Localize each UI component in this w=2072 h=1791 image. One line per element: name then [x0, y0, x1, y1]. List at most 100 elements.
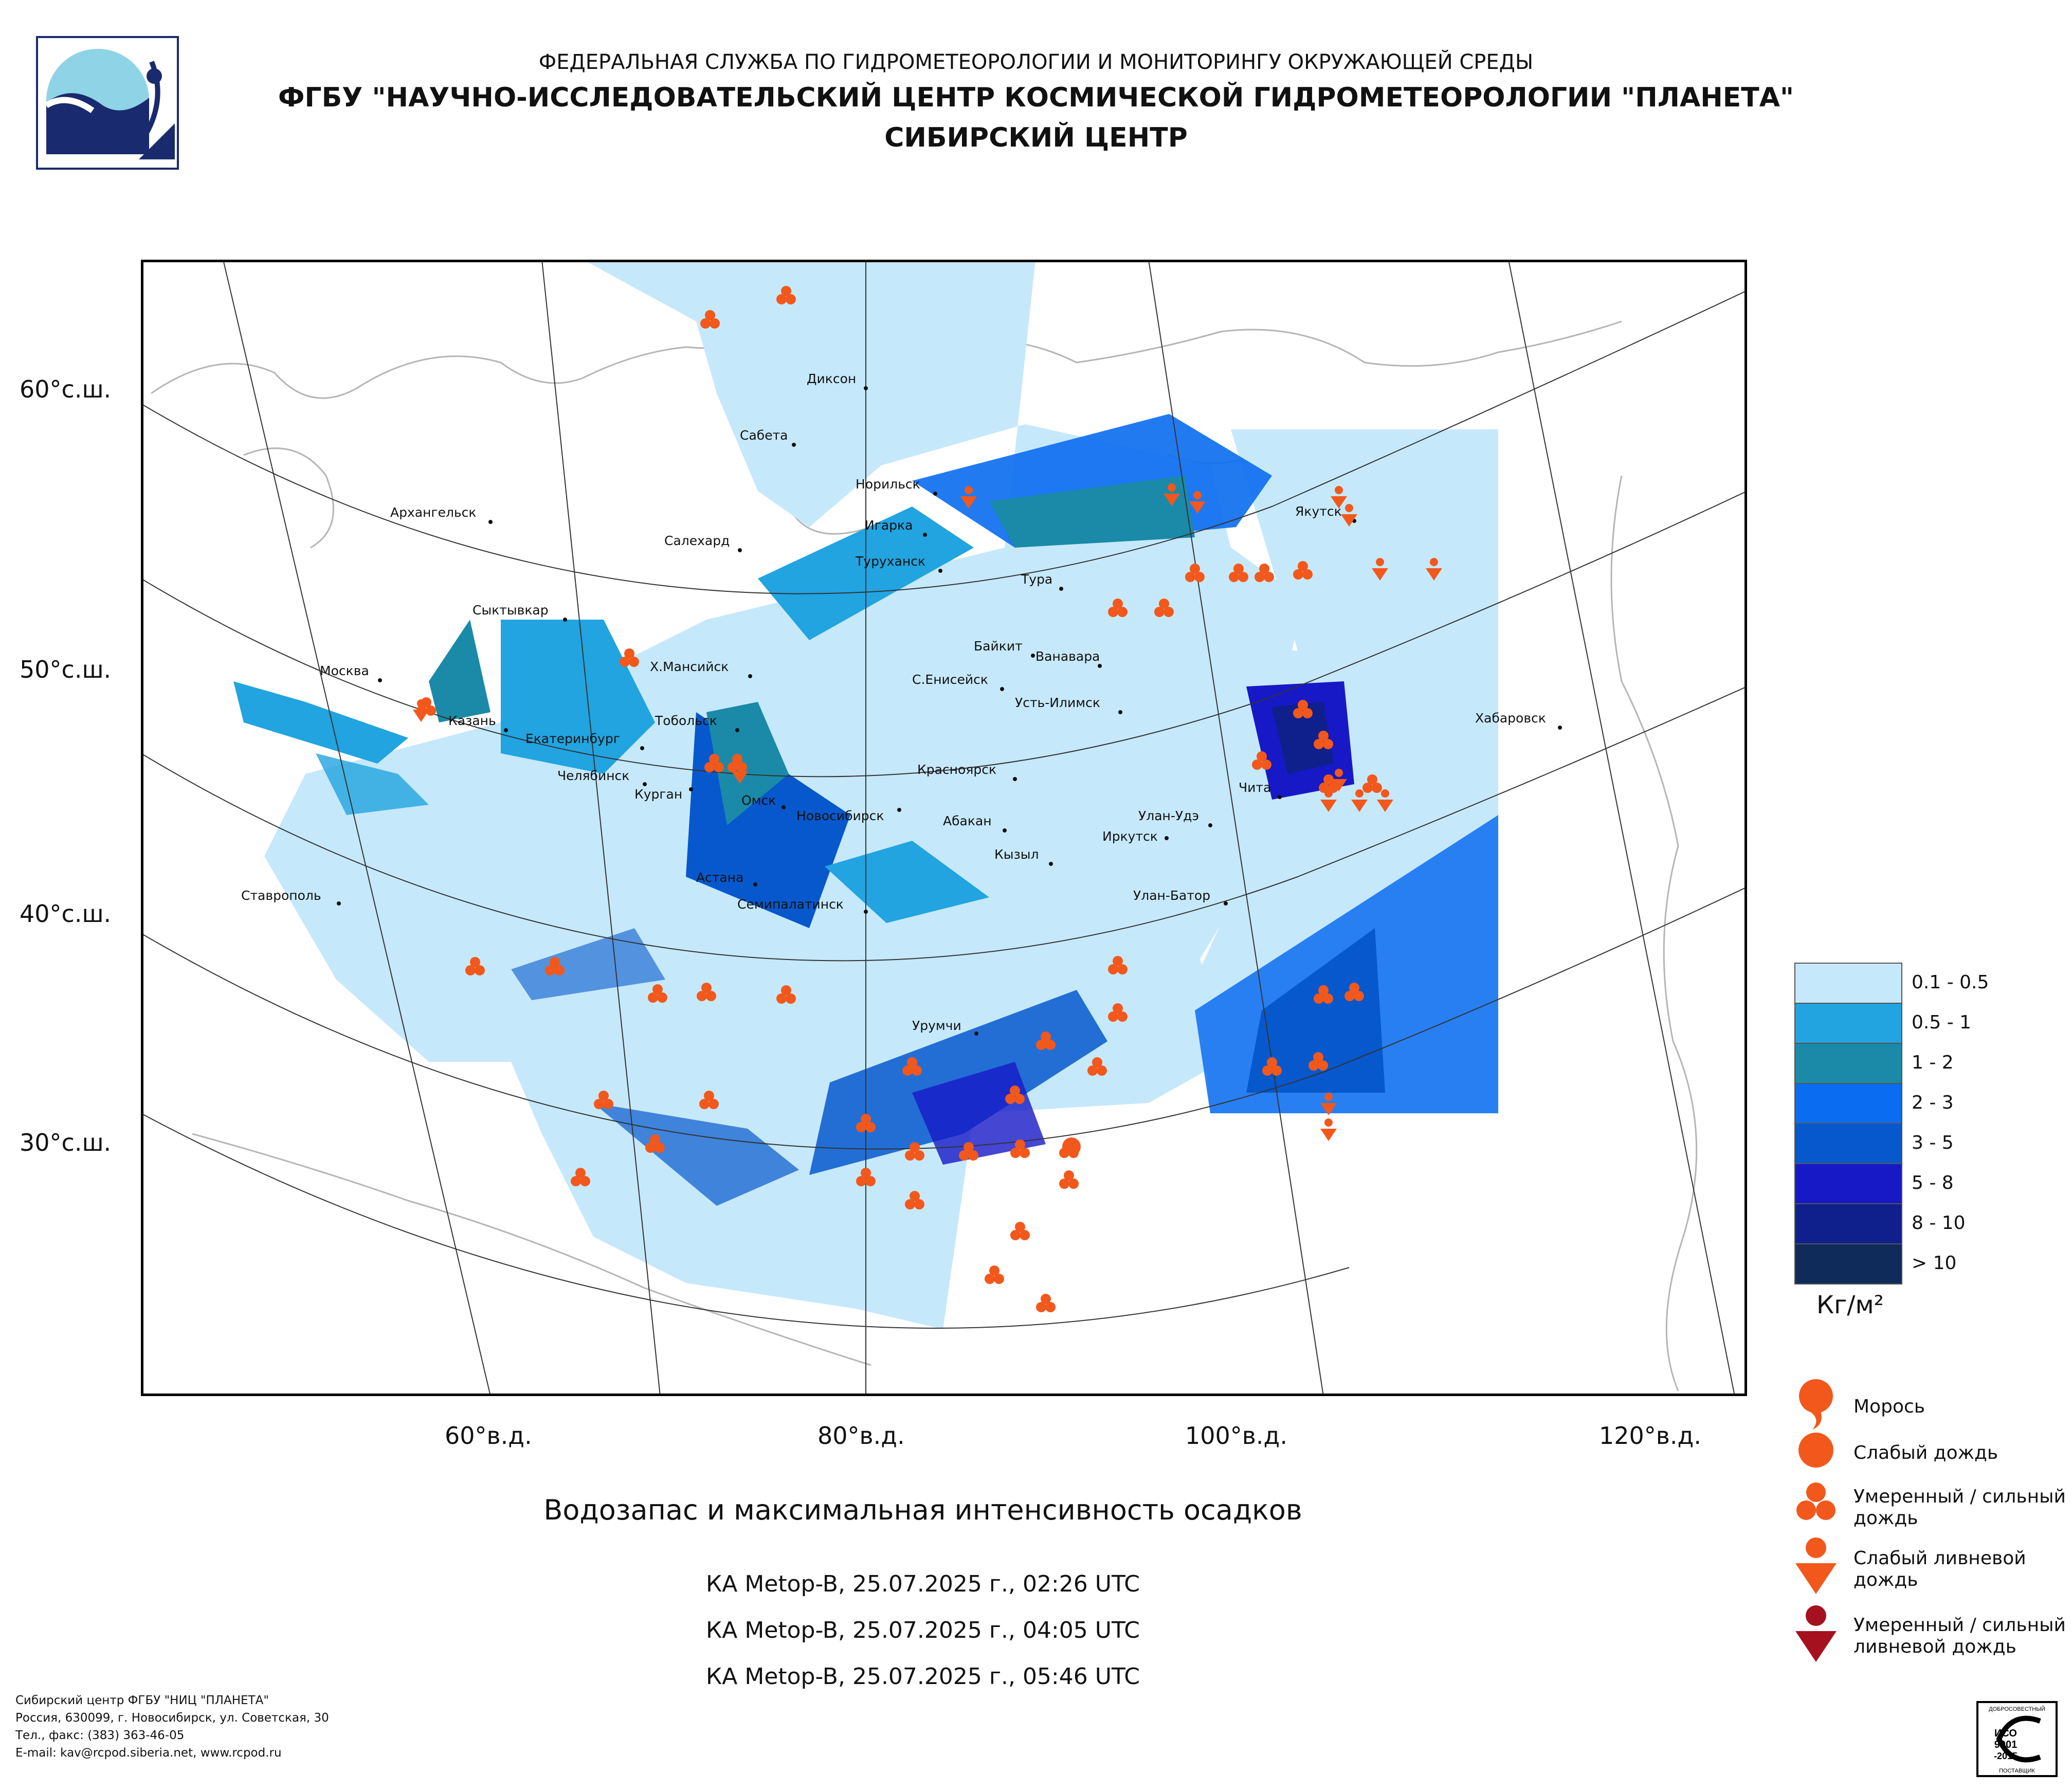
legend-swatch — [1794, 1003, 1902, 1044]
light-shower-symbol — [1351, 789, 1368, 812]
svg-text:Архангельск: Архангельск — [390, 505, 477, 520]
legend-swatch — [1794, 963, 1902, 1004]
city-irkutsk: Иркутск — [1102, 829, 1169, 844]
city-yekaterinburg: Екатеринбург — [525, 731, 644, 750]
light-rain-label: Слабый дождь — [1853, 1442, 1998, 1463]
light-shower-icon — [1795, 1537, 1837, 1594]
svg-text:Астана: Астана — [696, 870, 743, 885]
contact-footer: Сибирский центр ФГБУ "НИЦ "ПЛАНЕТА" Росс… — [15, 1692, 329, 1762]
svg-text:Улан-Батор: Улан-Батор — [1133, 888, 1210, 903]
city-moscow: Москва — [320, 663, 382, 682]
heavy-shower-label-1: Умеренный / сильный — [1853, 1615, 2066, 1636]
light-rain-symbol — [1062, 1137, 1081, 1156]
center-title: СИБИРСКИЙ ЦЕНТР — [884, 122, 1188, 153]
svg-text:Сыктывкар: Сыктывкар — [472, 603, 549, 618]
city-khabarovsk: Хабаровск — [1475, 711, 1562, 730]
moderate-rain-label-2: дождь — [1853, 1508, 1918, 1529]
light-shower-symbol — [1189, 491, 1206, 514]
symbol-legend-icons — [1795, 1379, 1837, 1662]
moderate-rain-symbol — [905, 1191, 924, 1209]
light-shower-symbol — [1426, 558, 1442, 581]
pass-3: КА Metop-B, 25.07.2025 г., 05:46 UTC — [706, 1663, 1140, 1690]
svg-text:Москва: Москва — [320, 663, 369, 678]
moderate-rain-symbol — [959, 1142, 978, 1161]
city-vanavara: Ванавара — [1035, 649, 1102, 668]
svg-text:Кызыл: Кызыл — [994, 847, 1039, 862]
precipitation-symbols — [413, 286, 1442, 1312]
svg-text:Омск: Омск — [741, 793, 776, 808]
legend-label: 0.1 - 0.5 — [1912, 972, 1989, 993]
city-astana: Астана — [696, 870, 757, 887]
agency-title: ФЕДЕРАЛЬНАЯ СЛУЖБА ПО ГИДРОМЕТЕОРОЛОГИИ … — [538, 50, 1534, 74]
city-sabeta: Сабета — [740, 428, 796, 447]
legend-swatch — [1794, 1043, 1902, 1084]
legend-unit: Кг/м² — [1816, 1291, 1884, 1319]
moderate-rain-symbol — [699, 1091, 719, 1109]
svg-text:-2015: -2015 — [1994, 1751, 2018, 1761]
moderate-rain-symbol — [1108, 599, 1128, 617]
moderate-rain-symbol — [571, 1168, 590, 1186]
light-shower-symbol — [960, 486, 977, 509]
map-frame — [141, 260, 1747, 1396]
moderate-rain-symbol — [1036, 1294, 1056, 1312]
heavy-shower-icon — [1795, 1605, 1837, 1662]
moderate-rain-symbol — [1010, 1222, 1030, 1240]
pass-2: КА Metop-B, 25.07.2025 г., 04:05 UTC — [706, 1617, 1140, 1643]
lat-label-50: 50°с.ш. — [20, 656, 112, 683]
svg-text:Тобольск: Тобольск — [655, 713, 717, 728]
light-shower-symbol — [1377, 789, 1393, 812]
svg-text:Туруханск: Туруханск — [855, 554, 925, 569]
svg-text:Х.Мансийск: Х.Мансийск — [650, 659, 729, 674]
heavy-shower-label-2: ливневой дождь — [1853, 1636, 2016, 1657]
light-shower-symbol — [1164, 483, 1180, 506]
city-kyzyl: Кызыл — [994, 847, 1053, 866]
moderate-rain-symbol — [1059, 1170, 1079, 1189]
moderate-rain-symbol — [905, 1142, 924, 1161]
city-krasnoyarsk: Красноярск — [917, 762, 1017, 781]
city-omsk: Омск — [741, 793, 786, 809]
footer-address: Россия, 630099, г. Новосибирск, ул. Сове… — [15, 1711, 329, 1725]
svg-text:Красноярск: Красноярск — [917, 762, 996, 777]
city-arkhangelsk: Архангельск — [390, 505, 493, 524]
moderate-rain-symbol — [620, 648, 639, 667]
city-khanty-mansiysk: Х.Мансийск — [650, 659, 752, 678]
svg-text:Казань: Казань — [448, 713, 496, 728]
legend-swatch — [1794, 1123, 1902, 1164]
moderate-rain-symbol — [1010, 1139, 1030, 1158]
moderate-rain-symbol — [1252, 751, 1271, 770]
svg-text:ИСО: ИСО — [1994, 1728, 2017, 1739]
light-shower-symbol — [1331, 769, 1347, 791]
city-stavropol: Ставрополь — [241, 888, 341, 906]
moderate-rain-symbol — [985, 1265, 1004, 1284]
svg-text:Абакан: Абакан — [943, 813, 992, 828]
moderate-rain-symbol — [1087, 1057, 1107, 1076]
svg-text:Норильск: Норильск — [856, 477, 920, 492]
graticule — [141, 260, 1747, 1396]
legend-label: 5 - 8 — [1912, 1172, 1954, 1193]
footer-phone: Тел., факс: (383) 363-46-05 — [15, 1729, 185, 1742]
city-kazan: Казань — [448, 713, 508, 732]
city-ulan-ude: Улан-Удэ — [1138, 808, 1212, 827]
svg-text:ДОБРОСОВЕСТНЫЙ: ДОБРОСОВЕСТНЫЙ — [1989, 1706, 2045, 1712]
svg-text:Игарка: Игарка — [865, 518, 913, 533]
city-dikson: Диксон — [807, 371, 868, 390]
moderate-rain-symbol — [594, 1091, 613, 1109]
svg-text:Усть-Илимск: Усть-Илимск — [1015, 695, 1100, 710]
legend-swatch — [1794, 1243, 1902, 1285]
moderate-rain-symbol — [856, 1168, 876, 1186]
moderate-rain-symbol — [1108, 956, 1128, 974]
moderate-rain-icon — [1796, 1482, 1835, 1520]
moderate-rain-symbol — [545, 957, 565, 975]
light-shower-symbol — [1320, 1093, 1337, 1115]
light-shower-label-2: дождь — [1853, 1569, 1918, 1590]
svg-text:Семипалатинск: Семипалатинск — [737, 897, 844, 912]
legend-label: > 10 — [1912, 1253, 1957, 1274]
city-yakutsk: Якутск — [1295, 504, 1356, 523]
lon-label-80: 80°в.д. — [817, 1422, 905, 1450]
light-shower-symbol — [413, 699, 429, 722]
lon-label-100: 100°в.д. — [1185, 1422, 1287, 1450]
moderate-rain-symbol — [1154, 599, 1174, 617]
water-content-legend — [1794, 963, 1902, 1285]
city-kurgan: Курган — [634, 787, 693, 802]
svg-text:С.Енисейск: С.Енисейск — [912, 672, 988, 687]
